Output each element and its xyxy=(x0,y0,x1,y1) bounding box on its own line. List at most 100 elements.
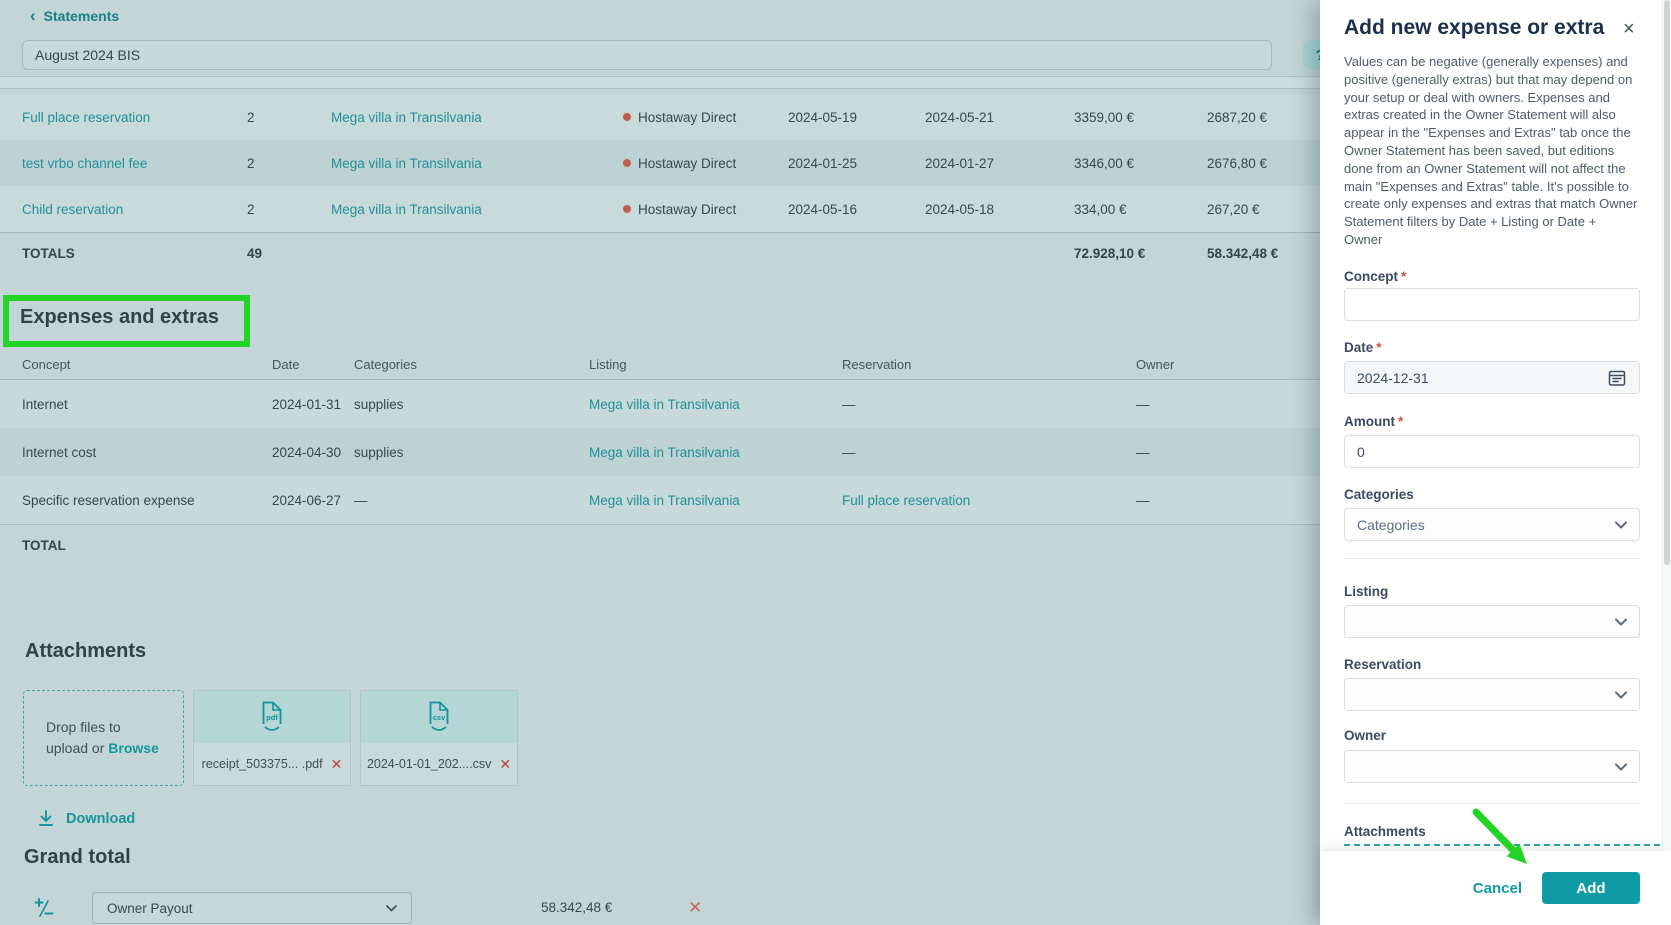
check-out-cell: 2024-05-21 xyxy=(925,109,995,125)
owner-cell: — xyxy=(1136,492,1150,508)
modal-attachments-label: Attachments xyxy=(1344,824,1426,839)
listing-link[interactable]: Mega villa in Transilvania xyxy=(589,444,740,460)
reservation-link[interactable]: test vrbo channel fee xyxy=(22,155,148,171)
table-header-strip xyxy=(0,76,1320,89)
required-asterisk: * xyxy=(1398,414,1404,429)
grand-total-type-select[interactable]: Owner Payout xyxy=(92,892,412,924)
calendar-picker-button[interactable] xyxy=(1602,361,1632,394)
divider xyxy=(1344,803,1640,804)
chevron-down-icon xyxy=(1615,618,1627,625)
reservation-link[interactable]: Child reservation xyxy=(22,201,124,217)
listing-link[interactable]: Mega villa in Transilvania xyxy=(589,492,740,508)
owner-label: Owner xyxy=(1344,728,1387,743)
amount-field[interactable] xyxy=(1344,435,1640,468)
total-price-cell: 3359,00 € xyxy=(1074,109,1135,125)
table-row: Internet cost 2024-04-30 supplies Mega v… xyxy=(0,428,1320,476)
modal-scrollbar[interactable] xyxy=(1662,0,1671,851)
categories-select[interactable]: Categories xyxy=(1344,508,1640,541)
check-out-cell: 2024-05-18 xyxy=(925,201,995,217)
grand-total-row: Owner Payout 58.342,48 € ✕ xyxy=(0,892,1320,924)
cancel-button[interactable]: Cancel xyxy=(1472,879,1522,897)
reservation-link[interactable]: Full place reservation xyxy=(842,492,971,508)
statement-name-input[interactable] xyxy=(22,40,1272,70)
download-attachments-link[interactable]: Download xyxy=(38,810,135,827)
reservations-table: Full place reservation 2 Mega villa in T… xyxy=(0,94,1320,273)
grand-total-value: 58.342,48 € xyxy=(541,900,613,915)
listing-link[interactable]: Mega villa in Transilvania xyxy=(331,201,482,217)
modal-footer: Cancel Add xyxy=(1320,851,1671,925)
expenses-total-label: TOTAL xyxy=(22,538,66,553)
file-dropzone[interactable]: Drop files to upload or Browse xyxy=(23,690,184,786)
expenses-table: Internet 2024-01-31 supplies Mega villa … xyxy=(0,380,1320,525)
col-concept: Concept xyxy=(22,357,71,372)
attachment-card-csv[interactable]: csv 2024-01-01_202....csv ✕ xyxy=(360,690,518,786)
check-in-cell: 2024-05-19 xyxy=(788,109,858,125)
listing-select[interactable] xyxy=(1344,605,1640,638)
remove-file-icon[interactable]: ✕ xyxy=(499,755,512,772)
nights-cell: 2 xyxy=(247,155,255,171)
csv-file-icon: csv xyxy=(429,701,449,731)
remove-grand-total-icon[interactable]: ✕ xyxy=(688,898,703,917)
totals-nights: 49 xyxy=(247,245,263,261)
chevron-down-icon xyxy=(1615,691,1627,698)
concept-field[interactable] xyxy=(1344,288,1640,321)
required-asterisk: * xyxy=(1376,340,1382,355)
totals-price: 72.928,10 € xyxy=(1074,245,1146,261)
reservation-link[interactable]: Full place reservation xyxy=(22,109,151,125)
date-cell: 2024-04-30 xyxy=(272,444,342,460)
close-icon[interactable]: × xyxy=(1623,18,1635,40)
listing-link[interactable]: Mega villa in Transilvania xyxy=(331,155,482,171)
nights-cell: 2 xyxy=(247,201,255,217)
question-mark-icon: ? xyxy=(1315,47,1324,64)
owner-payout-cell: 267,20 € xyxy=(1207,201,1260,217)
channel-dot-icon xyxy=(623,113,631,121)
channel-cell: Hostaway Direct xyxy=(623,156,788,171)
totals-label: TOTALS xyxy=(22,245,75,261)
check-in-cell: 2024-05-16 xyxy=(788,201,858,217)
concept-cell: Internet cost xyxy=(22,444,97,460)
table-row: Specific reservation expense 2024-06-27 … xyxy=(0,476,1320,524)
breadcrumb-label: Statements xyxy=(43,8,120,24)
listing-link[interactable]: Mega villa in Transilvania xyxy=(589,396,740,412)
listing-link[interactable]: Mega villa in Transilvania xyxy=(331,109,482,125)
attachments-area: Drop files to upload or Browse pdf recei… xyxy=(23,690,518,786)
concept-cell: Specific reservation expense xyxy=(22,492,195,508)
total-price-cell: 3346,00 € xyxy=(1074,155,1135,171)
table-row: test vrbo channel fee 2 Mega villa in Tr… xyxy=(0,140,1320,186)
scrollbar-thumb[interactable] xyxy=(1664,0,1670,565)
concept-cell: Internet xyxy=(22,396,68,412)
col-listing: Listing xyxy=(589,357,627,372)
channel-cell: Hostaway Direct xyxy=(623,202,788,217)
categories-cell: — xyxy=(354,492,368,508)
amount-label: Amount * xyxy=(1344,414,1404,429)
breadcrumb-back-statements[interactable]: ‹ Statements xyxy=(30,7,120,24)
pdf-file-icon: pdf xyxy=(262,701,282,731)
owner-select[interactable] xyxy=(1344,750,1640,783)
check-in-cell: 2024-01-25 xyxy=(788,155,858,171)
channel-dot-icon xyxy=(623,205,631,213)
file-name: 2024-01-01_202....csv xyxy=(366,757,492,771)
chevron-down-icon xyxy=(1615,521,1627,528)
expenses-table-header: Concept Date Categories Listing Reservat… xyxy=(0,350,1320,380)
channel-dot-icon xyxy=(623,159,631,167)
categories-label: Categories xyxy=(1344,487,1414,502)
divider xyxy=(1344,558,1640,559)
browse-link[interactable]: Browse xyxy=(108,740,159,756)
table-row: Full place reservation 2 Mega villa in T… xyxy=(0,94,1320,140)
modal-title: Add new expense or extra xyxy=(1344,16,1605,39)
categories-cell: supplies xyxy=(354,444,404,460)
check-out-cell: 2024-01-27 xyxy=(925,155,995,171)
remove-file-icon[interactable]: ✕ xyxy=(330,755,343,772)
owner-payout-cell: 2676,80 € xyxy=(1207,155,1268,171)
date-field[interactable] xyxy=(1344,361,1640,394)
date-cell: 2024-06-27 xyxy=(272,492,342,508)
attachment-card-pdf[interactable]: pdf receipt_503375... .pdf ✕ xyxy=(193,690,351,786)
chevron-down-icon xyxy=(386,904,397,911)
modal-description: Values can be negative (generally expens… xyxy=(1344,54,1638,247)
add-button[interactable]: Add xyxy=(1542,872,1640,904)
attachments-section-title: Attachments xyxy=(25,640,147,662)
col-categories: Categories xyxy=(354,357,417,372)
reservation-select[interactable] xyxy=(1344,678,1640,711)
reservation-cell: — xyxy=(842,444,856,460)
